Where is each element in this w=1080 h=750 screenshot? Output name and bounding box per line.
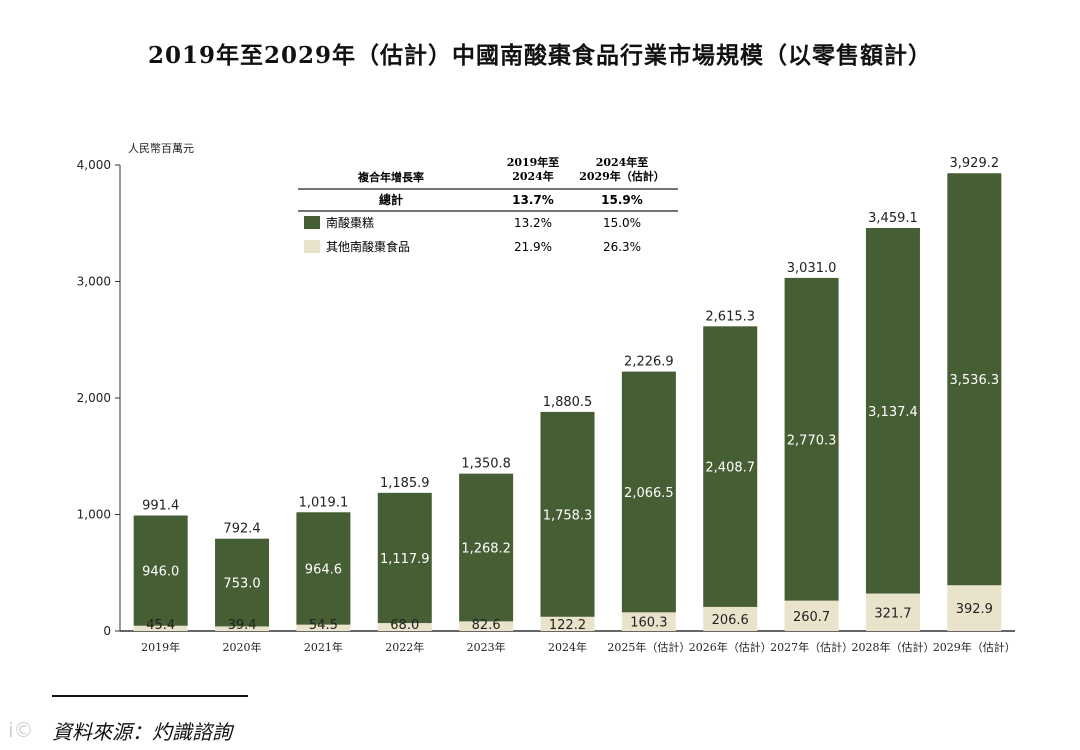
bar-other-label: 392.9 [956,602,993,617]
bar-total-label: 1,019.1 [299,495,349,510]
bar-total-label: 3,929.2 [950,156,1000,171]
bar-cake-label: 2,066.5 [624,486,674,501]
cagr-legend-swatch [304,240,320,253]
bar-cake [296,512,351,625]
bar-other-foods [377,623,432,631]
bar-total-label: 1,350.8 [461,457,511,472]
bar-total-label: 1,185.9 [380,476,430,491]
x-tick-label: 2027年（估計） [770,640,853,654]
bar-cake [865,228,920,594]
bar-cake [459,473,514,622]
y-tick-label: 2,000 [77,391,111,405]
bar-other-label: 260.7 [793,610,830,625]
source-note: 資料來源：灼識諮詢 [52,720,232,744]
x-tick-label: 2020年 [223,640,262,654]
bar-cake-label: 753.0 [223,577,260,592]
bar-other-foods [133,625,188,631]
bar-cake-label: 2,408.7 [705,461,755,476]
bar-cake-label: 1,117.9 [380,552,430,567]
cagr-value-period2: 15.9% [601,193,643,207]
cagr-value-period1: 13.2% [514,216,552,230]
cagr-row-label: 總計 [379,192,403,207]
bar-total-label: 2,615.3 [705,309,755,324]
bar-total-label: 1,880.5 [543,395,593,410]
bar-cake-label: 1,268.2 [461,542,511,557]
bar-other-label: 54.5 [309,618,338,633]
y-tick-label: 3,000 [77,275,111,289]
bar-other-label: 39.4 [228,618,257,633]
chart-title: 2019年至2029年（估計）中國南酸棗食品行業市場規模（以零售額計） [147,42,933,69]
y-tick-label: 1,000 [77,508,111,522]
bar-cake [215,538,270,627]
cagr-period2-line1: 2024年至 [596,155,649,169]
cagr-row-label: 其他南酸棗食品 [326,239,410,254]
x-tick-label: 2021年 [304,640,343,654]
x-tick-label: 2026年（估計） [689,640,772,654]
bar-total-label: 2,226.9 [624,355,674,370]
x-tick-label: 2024年 [548,640,587,654]
bar-other-label: 122.2 [549,618,586,633]
bar-other-label: 160.3 [630,616,667,631]
cagr-legend-swatch [304,216,320,229]
bars: 946.0 45.4 991.4 2019年 753.0 39.4 792.4 2020年 96… [133,156,1016,654]
bar-other-label: 68.0 [390,618,419,633]
bar-other-label: 206.6 [712,613,749,628]
bar-cake-label: 3,536.3 [950,373,1000,388]
x-tick-label: 2019年 [141,640,180,654]
bar-other-foods [215,626,270,631]
bar-other-foods [784,600,839,631]
cagr-value-period2: 26.3% [603,240,641,254]
bar-cake [377,492,432,624]
bar-cake-label: 3,137.4 [868,405,918,420]
bar-total-label: 991.4 [142,499,179,514]
bar-other-foods [703,606,758,631]
bar-cake-label: 1,758.3 [543,508,593,523]
bar-other-label: 82.6 [472,618,501,633]
cagr-period1-line2: 2024年 [512,169,554,183]
cagr-value-period1: 21.9% [514,240,552,254]
bar-cake [621,371,676,613]
cagr-header-label: 複合年增長率 [357,170,424,184]
y-axis-unit-label: 人民幣百萬元 [128,142,194,155]
source-divider [52,695,248,697]
bar-other-label: 45.4 [146,618,175,633]
bar-cake [133,515,188,626]
x-tick-label: 2023年 [467,640,506,654]
bar-other-foods [540,616,595,631]
bar-cake-label: 964.6 [305,562,342,577]
cagr-value-period1: 13.7% [512,193,554,207]
x-tick-label: 2028年（估計） [851,640,934,654]
bar-cake [784,277,839,601]
bar-other-foods [621,612,676,631]
y-tick-label: 4,000 [77,158,111,172]
bar-cake-label: 2,770.3 [787,433,837,448]
x-tick-label: 2029年（估計） [933,640,1016,654]
watermark: i© [8,718,34,742]
bar-other-foods [865,593,920,631]
bar-total-label: 792.4 [223,522,260,537]
bar-cake-label: 946.0 [142,565,179,580]
bar-other-foods [947,585,1002,631]
bar-other-foods [296,624,351,631]
bar-cake [703,326,758,607]
bar-other-foods [459,621,514,631]
x-tick-label: 2025年（估計） [607,640,690,654]
bar-total-label: 3,031.0 [787,261,837,276]
y-tick-label: 0 [103,624,111,638]
bar-cake [947,173,1002,586]
cagr-period1-line1: 2019年至 [507,155,560,169]
bar-cake [540,411,595,617]
x-tick-label: 2022年 [385,640,424,654]
bar-other-label: 321.7 [874,606,911,621]
cagr-value-period2: 15.0% [603,216,641,230]
cagr-row-label: 南酸棗糕 [326,215,374,230]
bar-total-label: 3,459.1 [868,211,918,226]
cagr-period2-line2: 2029年（估計） [579,169,665,183]
